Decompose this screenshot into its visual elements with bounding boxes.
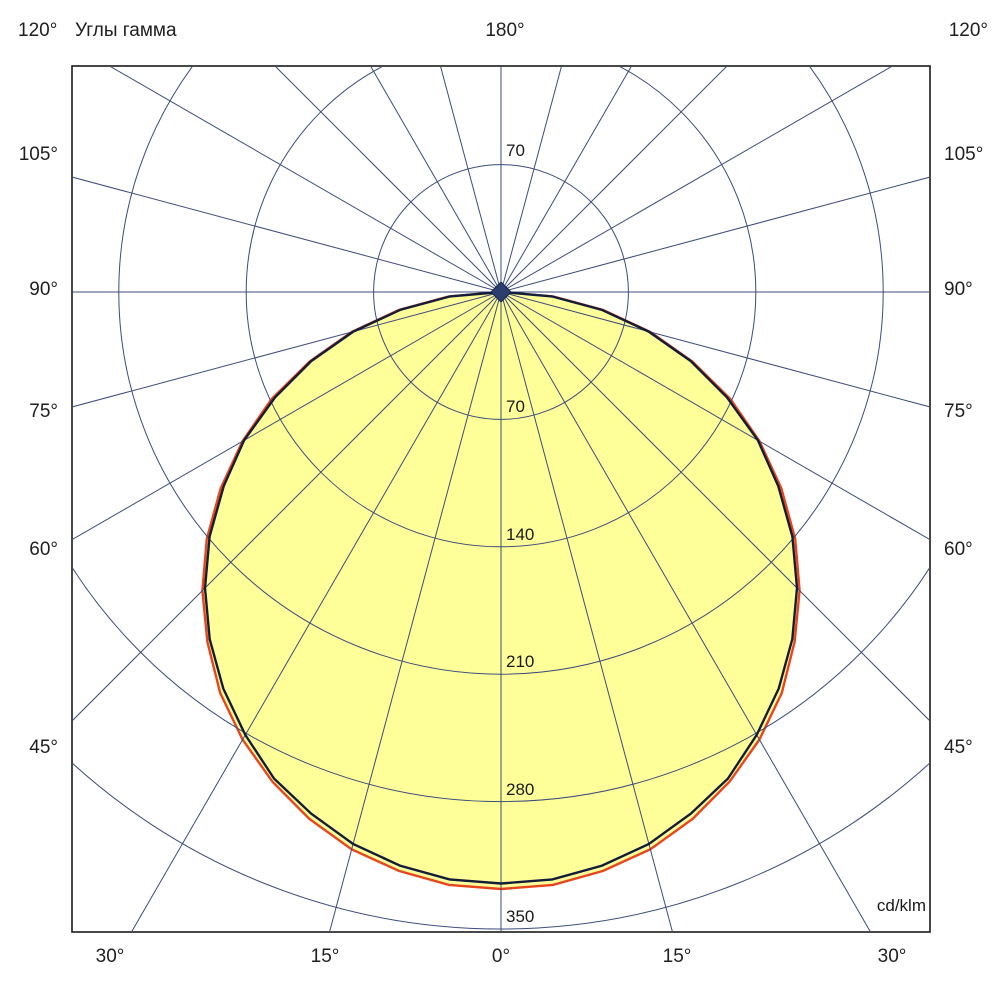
gamma-axis-label-left: 105° (18, 144, 58, 165)
gamma-axis-label-right: 90° (944, 279, 973, 300)
ring-value-label: 70 (506, 141, 525, 160)
gamma-axis-label-bottom: 0° (491, 946, 511, 967)
gamma-axis-label-right: 45° (944, 737, 973, 758)
gamma-axis-label-right: 105° (944, 144, 984, 165)
gamma-axis-label-left: 90° (29, 279, 58, 300)
gamma-label-top-left: 120° (18, 20, 58, 41)
ring-value-label: 210 (506, 652, 535, 671)
unit-label: cd/klm (876, 896, 926, 915)
gamma-axis-label-left: 75° (29, 401, 58, 422)
gamma-axis-label-bottom: 30° (95, 946, 125, 967)
gamma-axis-label-right: 60° (944, 539, 973, 560)
gamma-axis-label-right: 75° (944, 401, 973, 422)
chart-title: Углы гамма (75, 20, 177, 41)
gamma-label-top-center: 180° (485, 20, 525, 41)
gamma-axis-label-left: 45° (29, 737, 58, 758)
ring-value-label: 140 (506, 525, 535, 544)
gamma-axis-label-bottom: 30° (877, 946, 907, 967)
gamma-axis-label-bottom: 15° (662, 946, 692, 967)
ring-value-label: 70 (506, 397, 525, 416)
ring-value-label: 350 (506, 907, 535, 926)
gamma-axis-label-bottom: 15° (310, 946, 340, 967)
gamma-label-top-right: 120° (948, 20, 988, 41)
gamma-axis-label-left: 60° (29, 539, 58, 560)
ring-value-label: 280 (506, 780, 535, 799)
